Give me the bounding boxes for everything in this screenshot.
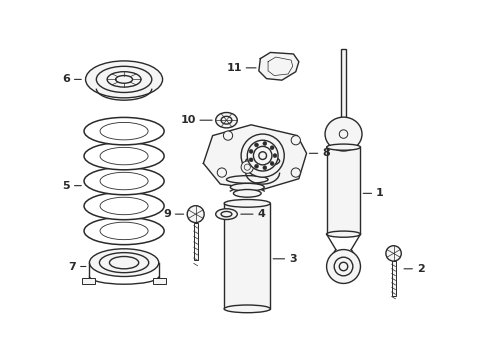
Circle shape — [273, 154, 277, 158]
Ellipse shape — [84, 192, 164, 220]
Circle shape — [253, 147, 272, 165]
Text: 2: 2 — [416, 264, 424, 274]
Circle shape — [255, 165, 258, 168]
Text: 3: 3 — [289, 254, 296, 264]
Circle shape — [339, 130, 348, 138]
Ellipse shape — [116, 76, 132, 83]
Circle shape — [223, 131, 233, 140]
Bar — [392, 261, 395, 296]
Ellipse shape — [84, 142, 164, 170]
Bar — [194, 222, 197, 260]
Text: 1: 1 — [376, 188, 384, 198]
Bar — [82, 278, 95, 284]
Circle shape — [247, 140, 278, 171]
Ellipse shape — [221, 116, 232, 124]
Ellipse shape — [84, 117, 164, 145]
Text: 5: 5 — [63, 181, 70, 191]
Circle shape — [270, 162, 274, 166]
Ellipse shape — [222, 166, 272, 174]
Ellipse shape — [109, 256, 139, 269]
Circle shape — [217, 168, 226, 177]
Ellipse shape — [326, 231, 361, 237]
Polygon shape — [203, 125, 307, 189]
Ellipse shape — [216, 112, 237, 128]
Circle shape — [241, 134, 284, 177]
Circle shape — [244, 164, 250, 170]
Text: 8: 8 — [322, 148, 330, 158]
Ellipse shape — [224, 199, 270, 207]
Ellipse shape — [221, 211, 232, 217]
Ellipse shape — [107, 72, 141, 87]
Ellipse shape — [84, 217, 164, 245]
Ellipse shape — [100, 197, 148, 215]
Ellipse shape — [100, 147, 148, 165]
Circle shape — [255, 143, 258, 147]
Circle shape — [187, 206, 204, 222]
Bar — [327, 147, 361, 234]
Ellipse shape — [100, 122, 148, 140]
Ellipse shape — [100, 222, 148, 240]
Polygon shape — [259, 53, 299, 80]
Circle shape — [334, 257, 353, 276]
Ellipse shape — [246, 156, 280, 166]
Text: 7: 7 — [69, 261, 76, 271]
Ellipse shape — [224, 305, 270, 313]
Ellipse shape — [89, 249, 159, 276]
Ellipse shape — [100, 172, 148, 190]
Text: 4: 4 — [257, 209, 265, 219]
Circle shape — [263, 141, 267, 145]
Circle shape — [291, 136, 300, 145]
Ellipse shape — [325, 117, 362, 151]
Ellipse shape — [86, 61, 163, 98]
Circle shape — [249, 149, 253, 153]
Circle shape — [326, 249, 361, 283]
Text: 10: 10 — [180, 115, 196, 125]
Text: 11: 11 — [226, 63, 242, 73]
Circle shape — [241, 161, 253, 173]
Ellipse shape — [216, 209, 237, 220]
Ellipse shape — [233, 189, 261, 197]
Ellipse shape — [97, 66, 152, 93]
Bar — [341, 49, 346, 134]
Ellipse shape — [226, 176, 268, 183]
Ellipse shape — [84, 167, 164, 195]
Text: 9: 9 — [163, 209, 171, 219]
Bar — [153, 278, 166, 284]
Ellipse shape — [326, 144, 361, 150]
Circle shape — [291, 168, 300, 177]
Circle shape — [339, 262, 348, 271]
Circle shape — [270, 146, 274, 150]
Ellipse shape — [99, 253, 149, 273]
Circle shape — [386, 246, 401, 261]
Ellipse shape — [230, 183, 264, 191]
Text: 6: 6 — [62, 75, 70, 84]
Circle shape — [249, 158, 253, 162]
Bar — [224, 203, 270, 309]
Circle shape — [259, 152, 267, 159]
Circle shape — [263, 166, 267, 170]
